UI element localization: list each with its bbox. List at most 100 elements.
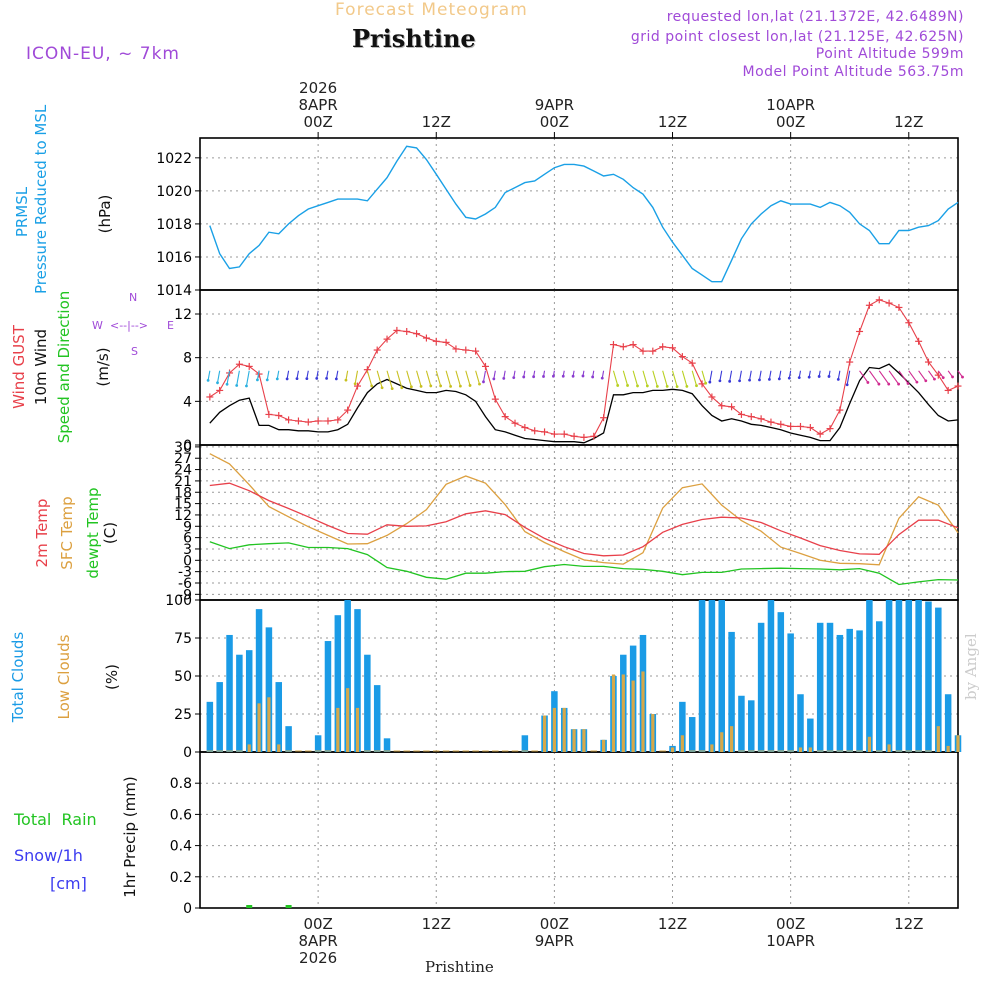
y-tick-label: 12 (174, 508, 192, 524)
location-title: Prishtine (352, 24, 476, 53)
bottom-time-label: 00Z (540, 915, 569, 933)
wind-direction-arrowhead (532, 375, 536, 379)
wind-direction-arrowhead (924, 379, 928, 383)
total-clouds-bar (836, 634, 844, 752)
compass-e: E (167, 319, 174, 332)
wind-direction-arrowhead (275, 377, 279, 381)
wind-direction-arrow (435, 370, 442, 387)
wind-direction-arrow (898, 370, 909, 384)
y-tick-label: 24 (174, 463, 192, 479)
wind-direction-arrow (908, 370, 918, 383)
wind-direction-arrowhead (836, 377, 840, 381)
low-clouds-bar (641, 671, 645, 752)
wind-direction-arrowhead (419, 384, 423, 388)
wind-direction-arrow (226, 370, 231, 385)
low-clouds-bar (602, 739, 606, 752)
y-tick-label: 18 (174, 485, 192, 501)
wind-direction-arrowhead (353, 382, 357, 386)
bottom-time-label: 12Z (894, 915, 923, 933)
temp-2m-series-line (209, 482, 959, 557)
wind-direction-arrowhead (655, 384, 659, 388)
wind-direction-arrowhead (561, 374, 565, 378)
compass-w: W (92, 319, 103, 332)
compass-arrows: <--|--> (110, 319, 149, 332)
total-clouds-bar (285, 726, 292, 752)
y-tick-label: 0 (183, 745, 192, 761)
wind-direction-arrowhead (400, 386, 404, 390)
low-clouds-bar (956, 735, 960, 752)
y-tick-label: 30 (174, 440, 192, 456)
wind-direction-arrow (868, 370, 880, 385)
top-time-label: 8APR (298, 96, 337, 114)
low-clouds-bar (946, 745, 950, 752)
low-clouds-bar (572, 729, 576, 752)
wind-direction-arrowhead (522, 375, 526, 379)
wind-direction-arrowhead (458, 384, 462, 388)
wind-gust-series-line (209, 299, 959, 438)
wind-direction-arrow (837, 370, 841, 380)
wind-direction-arrow (937, 370, 944, 378)
wind-direction-arrowhead (571, 374, 575, 378)
wind-direction-arrowhead (409, 385, 413, 389)
total-clouds-bar (856, 630, 863, 752)
wind-direction-arrowhead (695, 384, 698, 388)
wind-direction-arrowhead (380, 386, 384, 390)
total-clouds-bar (255, 609, 263, 752)
snow-unit-label: [cm] (50, 874, 87, 893)
total-clouds-bar (748, 700, 755, 752)
wind-direction-arrowhead (626, 384, 629, 387)
total-clouds-bar (324, 641, 332, 752)
wind-direction-arrowhead (552, 374, 555, 378)
wind-direction-arrow (739, 370, 742, 381)
dewpt-series-line (209, 541, 959, 586)
top-time-label: 12Z (658, 113, 687, 131)
total-clouds-bar (895, 600, 903, 752)
total-rain-label: Total Rain (14, 810, 97, 829)
total-clouds-bar (797, 694, 804, 752)
wind-direction-arrow (671, 370, 678, 387)
wind-direction-arrowhead (933, 377, 936, 381)
total-clouds-bar (826, 622, 834, 752)
y-tick-label: 8 (183, 351, 192, 367)
wind-direction-arrowhead (951, 375, 954, 379)
total-clouds-bar (275, 682, 283, 752)
wind-direction-arrowhead (728, 379, 732, 383)
wind-direction-arrowhead (449, 384, 453, 388)
low-clouds-bar (257, 703, 261, 752)
low-clouds-bar (355, 707, 360, 752)
total-clouds-bar (935, 607, 942, 752)
total-clouds-bar (777, 612, 785, 752)
wind-direction-arrowhead (468, 384, 472, 387)
low-clouds-bar (552, 707, 556, 752)
y-tick-label: -6 (178, 576, 192, 592)
panel-frame (199, 137, 959, 291)
wind-direction-arrowhead (370, 384, 374, 388)
low-clouds-bar (621, 674, 625, 752)
wind-direction-arrowhead (245, 384, 248, 388)
wind-direction-arrowhead (758, 378, 761, 382)
wind-direction-arrowhead (334, 377, 338, 381)
wind-direction-arrowhead (675, 385, 679, 388)
wind-direction-arrowhead (439, 384, 443, 388)
wind-direction-arrowhead (906, 382, 910, 385)
wind-direction-arrow (465, 370, 471, 386)
wind-direction-arrow (846, 370, 851, 385)
wind-direction-arrow (245, 370, 250, 387)
wind-direction-arrowhead (718, 379, 722, 383)
total-clouds-bar (344, 600, 351, 752)
wind-direction-arrow (475, 370, 481, 385)
wind-direction-arrowhead (325, 377, 328, 380)
wind-direction-arrow (445, 370, 452, 387)
total-clouds-bar (226, 634, 233, 752)
bottom-time-label: 2026 (299, 949, 337, 967)
total-clouds-bar (373, 685, 381, 752)
low-clouds-bar (867, 736, 872, 752)
wind-direction-arrowhead (600, 376, 604, 380)
wind-direction-arrowhead (265, 378, 269, 382)
wind-direction-arrow (729, 370, 733, 382)
wind-direction-arrowhead (941, 376, 945, 380)
total-clouds-bar (206, 701, 214, 752)
y-tick-label: -3 (178, 565, 192, 581)
total-clouds-bar (875, 621, 883, 752)
panels-layer: 1014101610181020102204812-9-6-3036912151… (156, 137, 964, 917)
